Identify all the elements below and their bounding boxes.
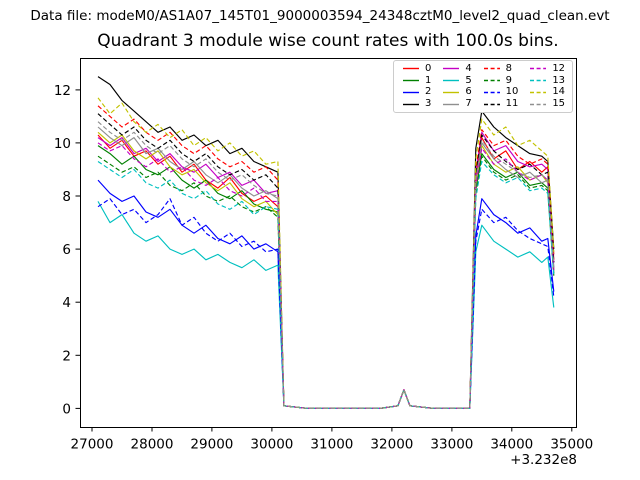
axes-frame: [80, 58, 577, 428]
y-tick-label: 0: [62, 401, 71, 417]
legend-line-sample: [483, 79, 500, 82]
legend-entry-9: 9: [477, 75, 524, 87]
series-line-1: [97, 145, 555, 409]
legend-entry-4: 4: [436, 63, 476, 75]
legend-label: 1: [425, 74, 432, 86]
legend-entry-0: 0: [396, 63, 436, 75]
x-tick-label: 34000: [490, 437, 533, 453]
y-tick-label: 12: [54, 83, 71, 99]
series-line-4: [97, 131, 555, 409]
x-tick-label: 27000: [71, 437, 114, 453]
legend-label: 0: [425, 62, 432, 74]
legend: 0 1 2 3 4 5 6 7 8 9 10 11 12 13 14 15: [393, 60, 573, 113]
legend-entry-10: 10: [477, 87, 524, 99]
legend-entry-2: 2: [396, 87, 436, 99]
series-line-13: [97, 160, 555, 409]
x-tick-label: 32000: [370, 437, 413, 453]
legend-entry-14: 14: [523, 87, 570, 99]
x-tick-label: 28000: [131, 437, 174, 453]
x-tick-label: 33000: [430, 437, 473, 453]
y-tick-label: 4: [62, 295, 71, 311]
y-tick-label: 2: [62, 348, 71, 364]
legend-line-sample: [403, 103, 419, 105]
legend-label: 6: [465, 86, 472, 98]
series-line-3: [97, 76, 555, 409]
legend-entry-15: 15: [523, 98, 570, 110]
legend-label: 12: [552, 62, 566, 74]
legend-label: 2: [425, 86, 432, 98]
legend-line-sample: [483, 68, 500, 70]
legend-label: 15: [552, 98, 566, 110]
x-tick-label: 29000: [190, 437, 233, 453]
legend-label: 8: [505, 62, 512, 74]
series-line-6: [97, 131, 555, 409]
legend-line-sample: [443, 103, 460, 105]
datafile-label: Data file: modeM0/AS1A07_145T01_90000035…: [30, 8, 610, 24]
series-line-12: [97, 142, 555, 409]
legend-line-sample: [403, 91, 419, 94]
legend-line-sample: [443, 68, 460, 70]
legend-entry-7: 7: [436, 98, 476, 110]
legend-line-sample: [443, 79, 460, 82]
series-line-5: [97, 201, 555, 409]
legend-entry-13: 13: [523, 75, 570, 87]
legend-label: 9: [505, 74, 512, 86]
series-line-15: [97, 121, 555, 409]
series-line-9: [97, 155, 555, 409]
chart-title: Quadrant 3 module wise count rates with …: [97, 31, 559, 51]
series-line-0: [97, 134, 555, 409]
series-line-2: [97, 179, 555, 409]
legend-line-sample: [483, 103, 500, 105]
legend-line-sample: [530, 79, 547, 82]
legend-label: 7: [465, 98, 472, 110]
legend-line-sample: [443, 91, 460, 94]
legend-label: 4: [465, 62, 472, 74]
x-tick-label: 35000: [550, 437, 593, 453]
y-tick-label: 10: [54, 136, 71, 152]
legend-entry-12: 12: [523, 63, 570, 75]
legend-entry-8: 8: [477, 63, 524, 75]
legend-label: 5: [465, 74, 472, 86]
legend-entry-5: 5: [436, 75, 476, 87]
legend-entry-1: 1: [396, 75, 436, 87]
legend-line-sample: [483, 91, 500, 94]
x-tick-label: 30000: [250, 437, 293, 453]
legend-label: 3: [425, 98, 432, 110]
legend-line-sample: [403, 68, 419, 70]
legend-entry-6: 6: [436, 87, 476, 99]
legend-line-sample: [403, 79, 419, 82]
x-axis-offset-label: +3.232e8: [510, 452, 577, 468]
legend-line-sample: [530, 91, 547, 94]
legend-label: 13: [552, 74, 566, 86]
y-tick-label: 8: [62, 189, 71, 205]
y-tick-label: 6: [62, 242, 71, 258]
x-tick-label: 31000: [310, 437, 353, 453]
legend-entry-3: 3: [396, 98, 436, 110]
legend-line-sample: [530, 103, 547, 105]
legend-entry-11: 11: [477, 98, 524, 110]
legend-line-sample: [530, 68, 547, 70]
legend-label: 10: [505, 86, 519, 98]
legend-label: 11: [505, 98, 519, 110]
legend-label: 14: [552, 86, 566, 98]
